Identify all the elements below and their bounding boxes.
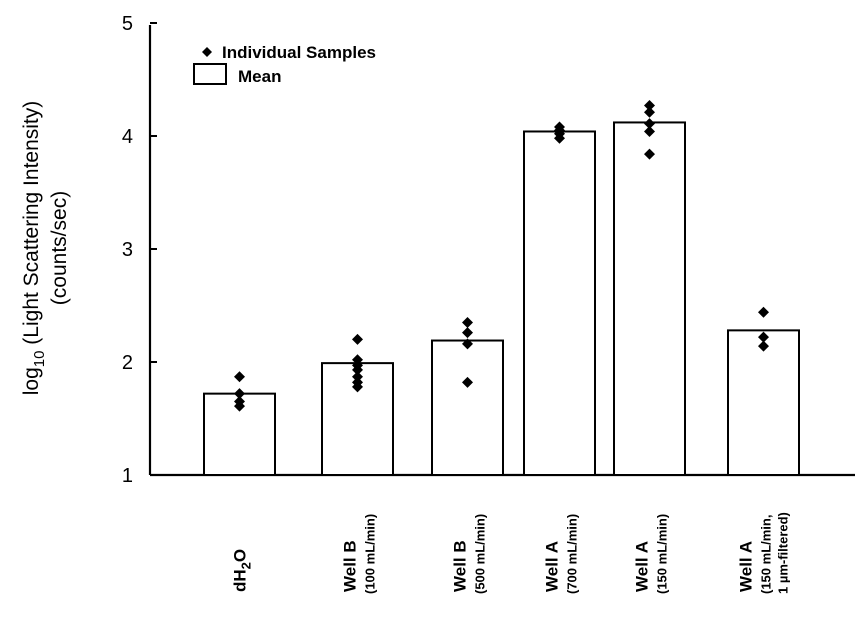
category-label-detail: (700 mL/min)	[565, 514, 580, 594]
sample-point	[352, 364, 363, 376]
sample-point	[462, 376, 473, 388]
category-label: Well A (150 mL/min, 1 µm-filtered)	[737, 512, 791, 594]
sample-point	[644, 118, 655, 130]
category-label-detail: (100 mL/min)	[363, 514, 378, 594]
y-tick-label: 5	[122, 13, 133, 35]
y-tick-label: 4	[122, 126, 133, 148]
sample-point	[462, 327, 473, 339]
category-label-main: Well A	[737, 541, 756, 592]
sample-point	[352, 333, 363, 345]
bar	[523, 130, 596, 476]
sample-point	[644, 148, 655, 160]
legend: Individual Samples Mean	[193, 43, 376, 86]
sample-point	[352, 354, 363, 366]
category-label: dH2O	[231, 549, 254, 592]
sample-point	[644, 106, 655, 118]
category-label-detail: (500 mL/min)	[473, 514, 488, 594]
x-axis-labels: dH2O Well B (100 mL/min) Well B (500 mL/min)…	[231, 512, 791, 594]
category-label-main: Well B	[341, 540, 360, 592]
sample-point	[554, 132, 565, 144]
y-axis-title-rest: (Light Scattering Intensity)	[20, 101, 43, 351]
legend-label-mean: Mean	[238, 67, 281, 86]
sample-point	[234, 400, 245, 412]
y-axis-title-log: log	[20, 367, 43, 395]
sample-point	[758, 331, 769, 343]
sample-point	[234, 371, 245, 383]
sample-point	[758, 306, 769, 318]
category-label-detail: 1 µm-filtered)	[776, 512, 791, 594]
bars	[203, 121, 800, 477]
sample-point	[644, 125, 655, 137]
category-label: Well B (500 mL/min)	[451, 514, 488, 594]
bar	[321, 362, 394, 477]
category-label-main: Well A	[633, 541, 652, 592]
sample-points	[234, 99, 769, 412]
category-label-main: Well B	[451, 540, 470, 592]
category-label-detail: (150 mL/min)	[655, 514, 670, 594]
sample-point	[462, 316, 473, 328]
sample-point	[234, 388, 245, 400]
sample-point	[462, 338, 473, 350]
legend-diamond-marker	[202, 47, 212, 57]
category-label-main: dH2O	[231, 549, 254, 592]
bar	[613, 121, 686, 476]
y-tick-label: 3	[122, 239, 133, 261]
sample-point	[352, 371, 363, 383]
sample-point	[352, 381, 363, 393]
y-tick-label: 2	[122, 352, 133, 374]
bar	[431, 339, 504, 476]
category-label-detail: (150 mL/min,	[759, 515, 774, 594]
category-label: Well A (700 mL/min)	[543, 514, 580, 594]
y-axis-title-subscript: 10	[31, 351, 48, 368]
y-axis-title-line2: (counts/sec)	[48, 191, 71, 305]
category-label-main: Well A	[543, 541, 562, 592]
category-label: Well B (100 mL/min)	[341, 514, 378, 594]
sample-point	[758, 340, 769, 352]
y-axis-title-line1: log10 (Light Scattering Intensity)	[20, 101, 48, 396]
sample-point	[644, 99, 655, 111]
legend-bar-swatch	[193, 63, 227, 85]
legend-label-individual-samples: Individual Samples	[222, 43, 376, 62]
bar	[727, 329, 800, 476]
category-label: Well A (150 mL/min)	[633, 514, 670, 594]
y-tick-label: 1	[122, 465, 133, 487]
